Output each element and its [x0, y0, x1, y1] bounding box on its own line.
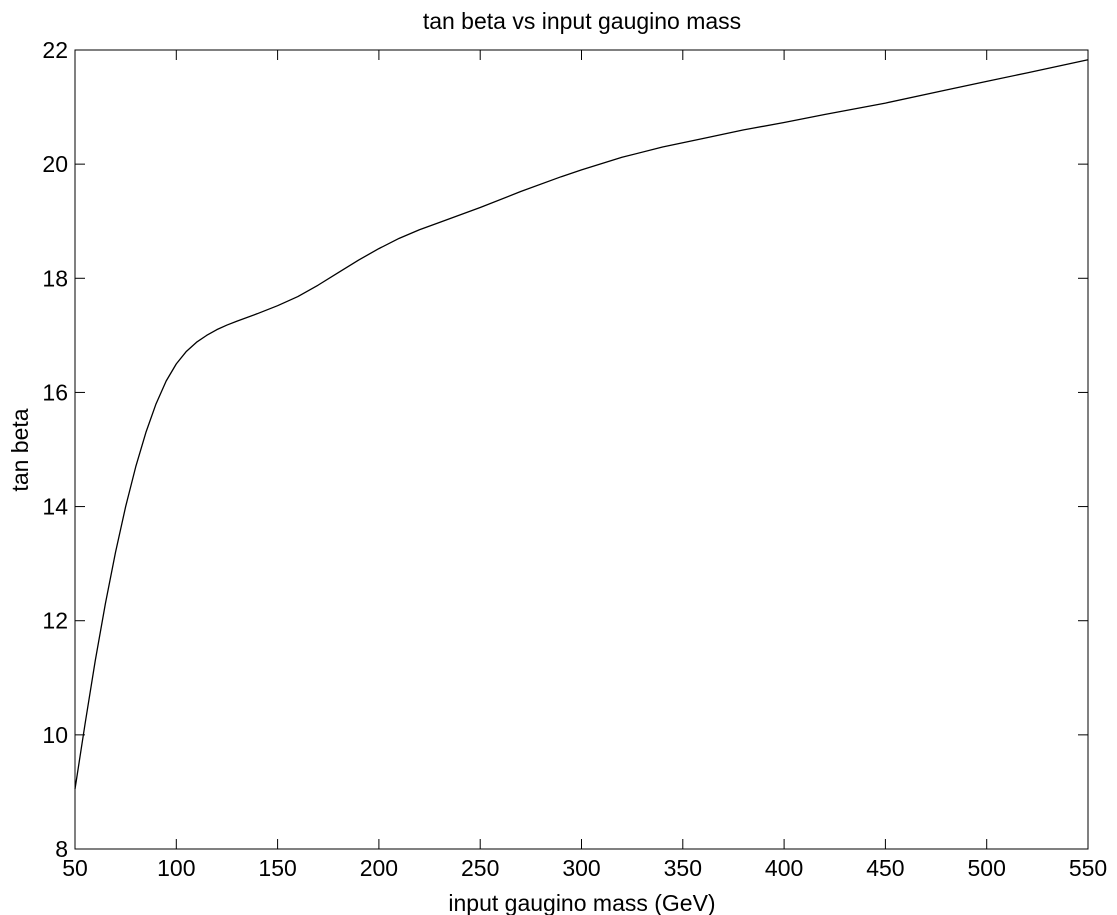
y-tick-label: 10	[42, 722, 68, 748]
x-tick-label: 500	[968, 855, 1006, 881]
x-tick-label: 350	[664, 855, 702, 881]
y-tick-label: 20	[42, 151, 68, 177]
x-tick-label: 100	[157, 855, 195, 881]
x-tick-label: 50	[62, 855, 88, 881]
x-tick-label: 150	[258, 855, 296, 881]
series-line	[74, 59, 1089, 790]
x-tick-label: 450	[866, 855, 904, 881]
x-tick-label: 550	[1069, 855, 1107, 881]
y-tick-label: 16	[42, 379, 68, 405]
chart-title: tan beta vs input gaugino mass	[423, 8, 741, 34]
y-tick-label: 8	[55, 836, 68, 862]
x-tick-label: 300	[562, 855, 600, 881]
x-tick-label: 400	[765, 855, 803, 881]
y-tick-label: 18	[42, 265, 68, 291]
y-tick-label: 12	[42, 608, 68, 634]
y-axis-title: tan beta	[7, 408, 33, 491]
y-tick-label: 22	[42, 37, 68, 63]
x-tick-label: 250	[461, 855, 499, 881]
x-axis-title: input gaugino mass (GeV)	[448, 890, 715, 915]
x-tick-label: 200	[360, 855, 398, 881]
y-tick-label: 14	[42, 494, 68, 520]
